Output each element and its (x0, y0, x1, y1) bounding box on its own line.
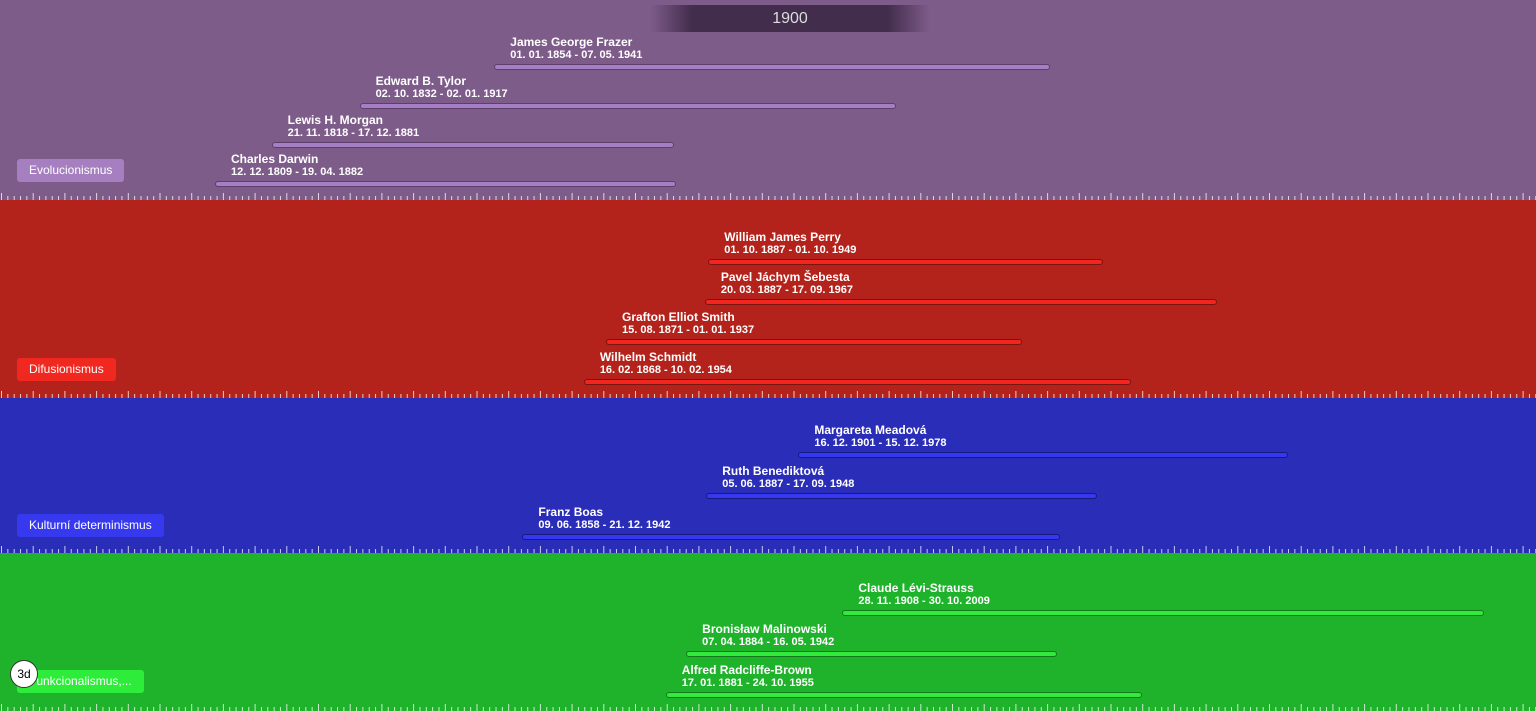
3d-toggle[interactable]: 3d (10, 660, 38, 688)
person-dates: 09. 06. 1858 - 21. 12. 1942 (538, 519, 671, 531)
lifespan-bar[interactable] (798, 452, 1289, 458)
lifespan-bar[interactable] (271, 142, 674, 148)
person-name: Wilhelm Schmidt (599, 350, 697, 364)
person-dates: 21. 11. 1818 - 17. 12. 1881 (287, 127, 420, 139)
lifespan-bar[interactable] (494, 64, 1051, 70)
year-ticks (1, 391, 1536, 398)
person-name: William James Perry (724, 230, 841, 244)
period-label[interactable]: Kulturní determinismus (17, 514, 164, 537)
person-name: Grafton Elliot Smith (621, 310, 735, 324)
person-dates: 16. 12. 1901 - 15. 12. 1978 (814, 437, 947, 449)
lifespan-bar[interactable] (708, 259, 1104, 265)
person-name: Lewis H. Morgan (287, 113, 383, 127)
lifespan-bar[interactable] (706, 493, 1097, 499)
person-dates: 07. 04. 1884 - 16. 05. 1942 (702, 636, 835, 648)
period-band: Funkcionalismus,... Claude Lévi-Strauss 28… (0, 553, 1536, 711)
period-label[interactable]: Funkcionalismus,... (17, 670, 144, 693)
current-year: 1900 (650, 5, 930, 32)
person-name: Claude Lévi-Strauss (858, 581, 974, 595)
person-dates: 12. 12. 1809 - 19. 04. 1882 (230, 166, 364, 178)
person-dates: 01. 01. 1854 - 07. 05. 1941 (510, 49, 643, 61)
period-band: Kulturní determinismus Margareta Meadová 1… (0, 398, 1536, 553)
person-dates: 02. 10. 1832 - 02. 01. 1917 (375, 88, 508, 100)
lifespan-bar[interactable] (605, 339, 1023, 345)
person-name: Edward B. Tylor (375, 74, 467, 88)
person-dates: 15. 08. 1871 - 01. 01. 1937 (621, 324, 755, 336)
year-ticks (1, 193, 1536, 200)
lifespan-bar[interactable] (842, 610, 1485, 616)
lifespan-bar[interactable] (704, 299, 1218, 305)
person-dates: 20. 03. 1887 - 17. 09. 1967 (720, 284, 853, 296)
person-name: Bronisław Malinowski (702, 622, 827, 636)
year-ticks (1, 704, 1536, 711)
person-name: Ruth Benediktová (722, 464, 825, 478)
person-dates: 01. 10. 1887 - 01. 10. 1949 (724, 244, 857, 256)
person-dates: 17. 01. 1881 - 24. 10. 1955 (681, 677, 814, 689)
person-dates: 05. 06. 1887 - 17. 09. 1948 (722, 478, 855, 490)
lifespan-bar[interactable] (214, 181, 676, 187)
person-name: Franz Boas (538, 505, 604, 519)
person-name: James George Frazer (510, 35, 633, 49)
person-name: Margareta Meadová (814, 423, 927, 437)
lifespan-bar[interactable] (686, 651, 1057, 657)
period-band: Evolucionismus James George Frazer 01. 01.… (0, 0, 1536, 200)
person-name: Charles Darwin (230, 152, 319, 166)
lifespan-bar[interactable] (359, 103, 896, 109)
period-label[interactable]: Difusionismus (17, 358, 116, 381)
person-dates: 16. 02. 1868 - 10. 02. 1954 (599, 364, 732, 376)
person-name: Pavel Jáchym Šebesta (720, 270, 850, 284)
person-dates: 28. 11. 1908 - 30. 10. 2009 (858, 595, 990, 607)
lifespan-bar[interactable] (583, 379, 1131, 385)
person-name: Alfred Radcliffe-Brown (681, 663, 812, 677)
lifespan-bar[interactable] (665, 692, 1142, 698)
lifespan-bar[interactable] (522, 534, 1061, 540)
period-label[interactable]: Evolucionismus (17, 159, 125, 182)
year-ticks (1, 546, 1536, 553)
period-band: Difusionismus William James Perry 01. 10. … (0, 200, 1536, 398)
